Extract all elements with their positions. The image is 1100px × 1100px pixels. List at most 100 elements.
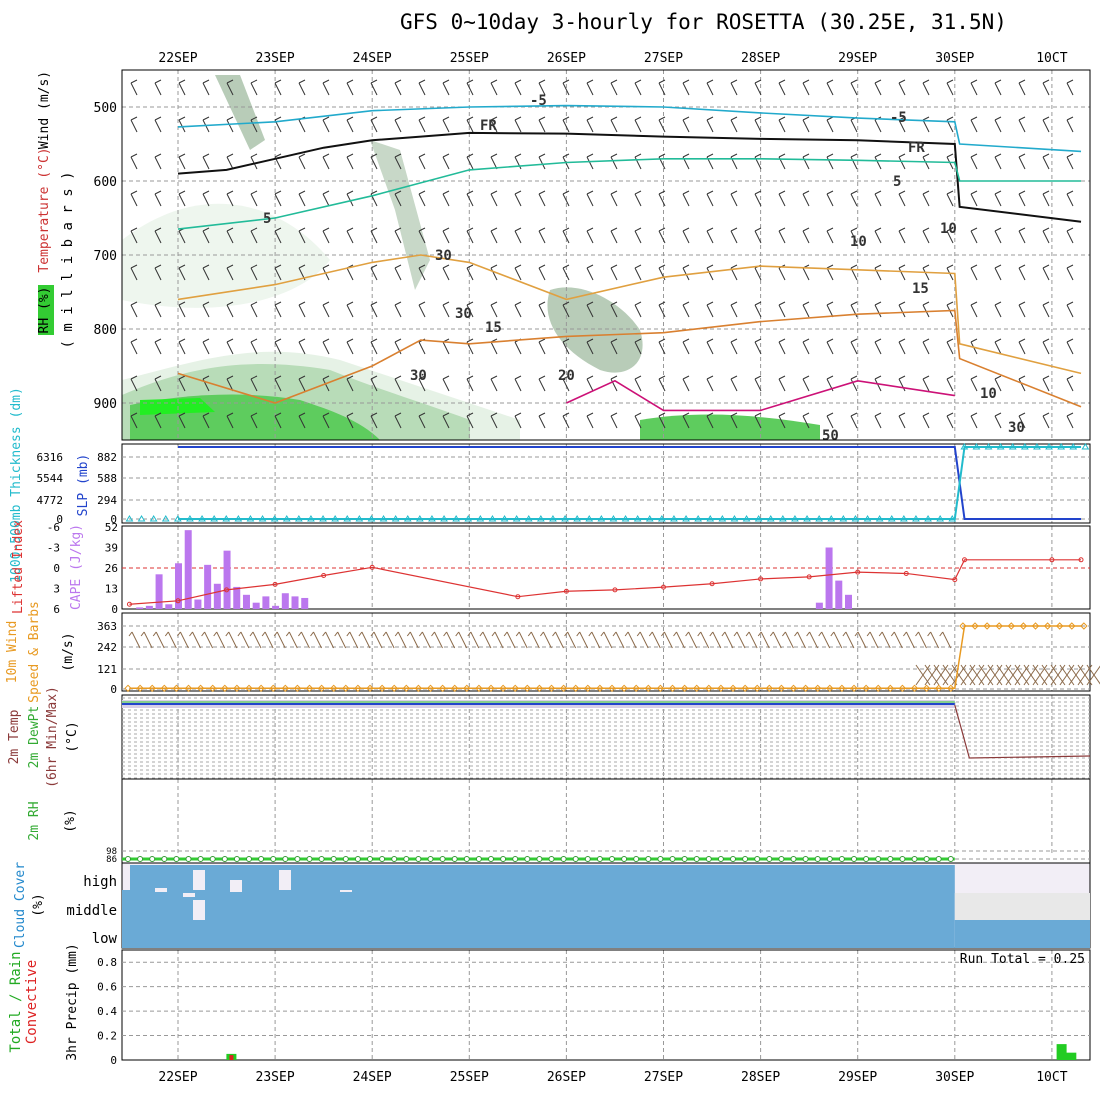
contour-label: FR <box>480 118 497 134</box>
upper-wind-barb <box>802 79 810 96</box>
cape-tick-label: 39 <box>105 542 118 555</box>
upper-wind-barb <box>322 338 330 355</box>
wind-speed-marker <box>620 684 628 693</box>
wind-speed-marker <box>184 684 193 693</box>
upper-wind-barb <box>1066 190 1074 207</box>
wind-speed-marker <box>281 684 290 693</box>
upper-wind-barb <box>634 264 642 281</box>
thickness-marker <box>476 515 485 522</box>
lifted-marker <box>962 557 968 563</box>
wind-speed-marker <box>741 684 749 693</box>
thickness-marker <box>331 515 340 522</box>
thickness-marker <box>924 515 932 522</box>
rh2m-label: 2m RH <box>27 801 42 840</box>
bottom-date-label: 27SEP <box>644 1070 683 1085</box>
total-rain-label: Total / Rain <box>8 951 24 1052</box>
wind-speed-marker <box>947 684 955 693</box>
surface-wind-barb-dense <box>969 664 985 686</box>
upper-wind-barb <box>1018 264 1026 281</box>
pressure-tick-label: 900 <box>94 397 117 412</box>
upper-wind-barb <box>178 412 186 429</box>
cape-bar <box>291 596 299 609</box>
upper-wind-barb <box>202 227 210 244</box>
upper-wind-barb <box>994 227 1002 244</box>
top-date-label: 27SEP <box>644 51 683 66</box>
upper-wind-barb <box>610 190 618 207</box>
contour-label: 20 <box>558 368 575 384</box>
upper-wind-barb <box>778 227 786 244</box>
upper-wind-barb <box>682 227 690 244</box>
upper-wind-barb <box>754 412 762 429</box>
surface-wind-barb-dense <box>1050 664 1066 686</box>
lifted-axis-label: Lifted Index <box>11 520 26 614</box>
wind-speed-marker <box>269 684 277 693</box>
upper-wind-barb <box>1066 301 1074 318</box>
surface-wind-barb <box>479 631 492 649</box>
upper-wind-barb <box>970 375 978 392</box>
surface-wind-barb <box>745 631 758 649</box>
wind-speed-marker <box>136 684 144 693</box>
upper-wind-barb <box>346 301 354 318</box>
upper-wind-barb <box>178 190 186 207</box>
wind-speed-marker <box>632 684 640 693</box>
wind-speed-marker <box>305 684 314 693</box>
surface-wind-barb-dense <box>915 664 931 686</box>
wind-speed-marker <box>608 684 616 693</box>
surface-wind-barb <box>794 631 806 649</box>
rh2m-marker <box>403 856 410 862</box>
surface-wind-barb <box>213 631 226 649</box>
surface-wind-barb-dense <box>951 664 967 686</box>
rh2m-marker <box>536 856 543 862</box>
upper-wind-barb <box>466 301 474 318</box>
upper-wind-barb <box>226 338 234 355</box>
lifted-marker <box>515 594 521 600</box>
upper-wind-barb <box>730 227 738 244</box>
cape-bar <box>835 580 843 609</box>
upper-wind-barb <box>1018 116 1026 133</box>
upper-wind-barb <box>322 375 330 392</box>
surface-wind-barb <box>152 631 165 649</box>
upper-wind-barb <box>442 301 450 318</box>
upper-wind-barb <box>1042 190 1050 207</box>
wind-speed-marker <box>1080 622 1088 630</box>
thickness-marker <box>597 515 606 522</box>
upper-wind-barb <box>706 301 714 318</box>
surface-wind-barb-dense <box>996 664 1012 686</box>
slp-tick-label: 588 <box>97 472 117 485</box>
upper-wind-barb <box>394 116 402 133</box>
wind-speed-marker <box>438 684 447 693</box>
thickness-marker <box>694 515 703 522</box>
upper-wind-barb <box>682 301 690 318</box>
thickness-marker <box>1069 443 1078 450</box>
wind-speed-marker <box>862 684 870 693</box>
upper-wind-barb <box>442 153 450 170</box>
bottom-date-label: 10CT <box>1036 1070 1067 1085</box>
upper-wind-barb <box>610 153 618 170</box>
lifted-marker <box>175 598 181 604</box>
upper-wind-barb <box>658 375 666 392</box>
wind-speed-marker <box>1043 622 1052 630</box>
surface-wind-barb <box>612 631 625 649</box>
rh2m-marker <box>742 856 749 862</box>
upper-wind-barb <box>562 79 570 96</box>
thickness-marker <box>948 515 957 522</box>
upper-wind-barb <box>922 412 930 429</box>
upper-wind-barb <box>418 153 426 170</box>
rh2m-marker <box>149 856 156 862</box>
precip-tick-label: 0.2 <box>97 1030 117 1043</box>
upper-wind-barb <box>586 375 594 392</box>
top-date-label: 22SEP <box>158 51 197 66</box>
upper-wind-barb <box>922 116 930 133</box>
thickness-marker <box>766 515 775 522</box>
upper-wind-barb <box>394 375 402 392</box>
wind-speed-marker <box>826 684 834 693</box>
wind-speed-marker <box>475 684 483 693</box>
cape-bar <box>815 602 823 609</box>
top-date-label: 30SEP <box>935 51 974 66</box>
thickness-marker <box>415 515 424 522</box>
upper-wind-barb <box>298 153 306 170</box>
lifted-tick-label: -6 <box>47 521 60 534</box>
upper-wind-barb <box>514 412 522 429</box>
cape-bar <box>281 593 289 609</box>
upper-wind-barb <box>994 301 1002 318</box>
